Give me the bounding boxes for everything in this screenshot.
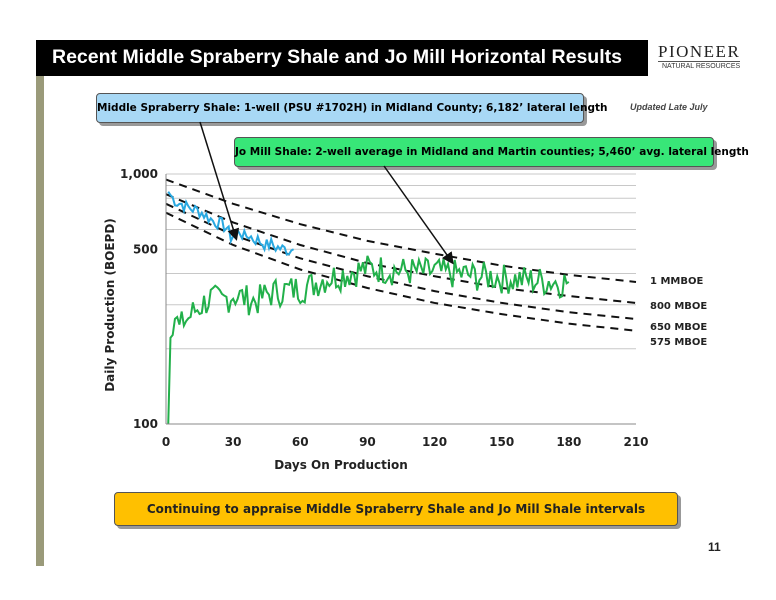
x-tick-label: 210: [623, 435, 648, 449]
chart-labels: 0 30 60 90 120 150 180 210 100 500 1,000 Days On Pr…: [103, 167, 707, 472]
logo-wordmark: PIONEER: [658, 42, 741, 61]
type-curve: [165, 178, 637, 283]
chart-grid: [166, 173, 636, 425]
title-bar: [36, 40, 648, 76]
series-line: [167, 255, 570, 425]
y-tick-label: 100: [133, 417, 158, 431]
type-curve: [165, 193, 637, 304]
arrow-to-spraberry: [199, 121, 240, 241]
type-curves: [165, 178, 637, 332]
x-tick-label: 120: [422, 435, 447, 449]
x-axis-title: Days On Production: [274, 458, 408, 472]
y-tick-label: 1,000: [120, 167, 158, 181]
data-series: [167, 191, 570, 425]
type-curve: [165, 211, 637, 332]
chart-axes: [165, 174, 636, 425]
updated-note: Updated Late July: [630, 102, 708, 112]
x-tick-label: 90: [359, 435, 376, 449]
series-line: [167, 191, 295, 256]
type-curve-label: 800 MBOE: [650, 301, 707, 312]
logo-subtitle: NATURAL RESOURCES: [662, 63, 741, 70]
y-tick-label: 500: [133, 242, 158, 256]
type-curve-label: 575 MBOE: [650, 337, 707, 348]
callout-jo-mill: Jo Mill Shale: 2-well average in Midland…: [234, 137, 749, 167]
x-tick-label: 0: [162, 435, 170, 449]
slide-title: Recent Middle Spraberry Shale and Jo Mil…: [52, 46, 622, 68]
logo-divider: [658, 61, 740, 62]
arrow-to-jo-mill: [383, 165, 454, 265]
bottom-banner: Continuing to appraise Middle Spraberry …: [114, 492, 678, 526]
left-accent-bar: [36, 76, 44, 566]
type-curve-label: 650 MBOE: [650, 322, 707, 333]
type-curve: [165, 202, 637, 321]
x-tick-label: 180: [556, 435, 581, 449]
x-tick-label: 150: [489, 435, 514, 449]
page-number: 11: [708, 540, 721, 554]
x-tick-label: 60: [292, 435, 309, 449]
type-curve-label: 1 MMBOE: [650, 276, 703, 287]
callout-middle-spraberry: Middle Spraberry Shale: 1-well (PSU #170…: [96, 93, 607, 123]
x-tick-label: 30: [225, 435, 242, 449]
callout-arrows: [199, 121, 454, 265]
y-axis-title: Daily Production (BOEPD): [103, 218, 117, 392]
